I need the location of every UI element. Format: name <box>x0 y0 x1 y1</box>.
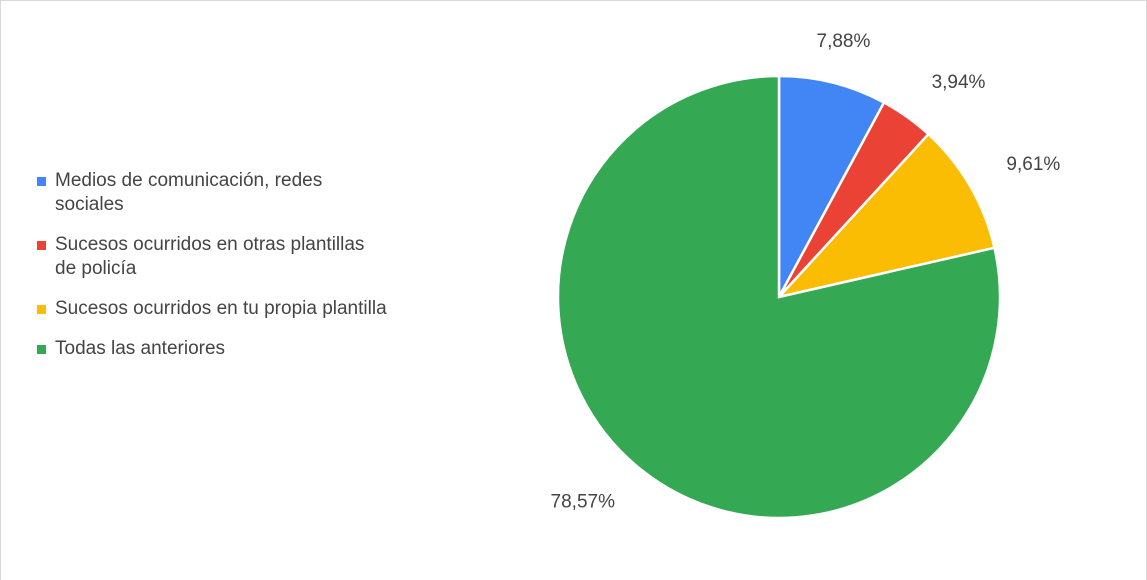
pie-slice <box>777 74 886 298</box>
pie-slice <box>775 132 996 300</box>
legend-item: Sucesos ocurridos en tu propia plantilla <box>37 297 390 321</box>
legend-swatch <box>37 305 46 314</box>
legend: Medios de comunicación, redes sociales Su… <box>37 169 397 377</box>
legend-label: Sucesos ocurridos en otras plantillas de… <box>55 234 365 279</box>
legend-item: Sucesos ocurridos en otras plantillas de… <box>37 233 390 281</box>
data-label: 9,61% <box>1006 154 1060 175</box>
legend-label: Medios de comunicación, redes sociales <box>55 170 323 215</box>
legend-swatch <box>37 241 46 250</box>
data-label: 3,94% <box>932 72 986 93</box>
data-label: 78,57% <box>551 492 616 513</box>
legend-swatch <box>37 345 46 354</box>
legend-swatch <box>37 177 46 186</box>
data-label: 7,88% <box>817 31 871 52</box>
legend-item: Medios de comunicación, redes sociales <box>37 169 390 217</box>
legend-label: Todas las anteriores <box>55 338 226 359</box>
legend-item: Todas las anteriores <box>37 337 390 361</box>
pie-slice <box>556 74 1002 520</box>
legend-label: Sucesos ocurridos en tu propia plantilla <box>55 298 387 319</box>
